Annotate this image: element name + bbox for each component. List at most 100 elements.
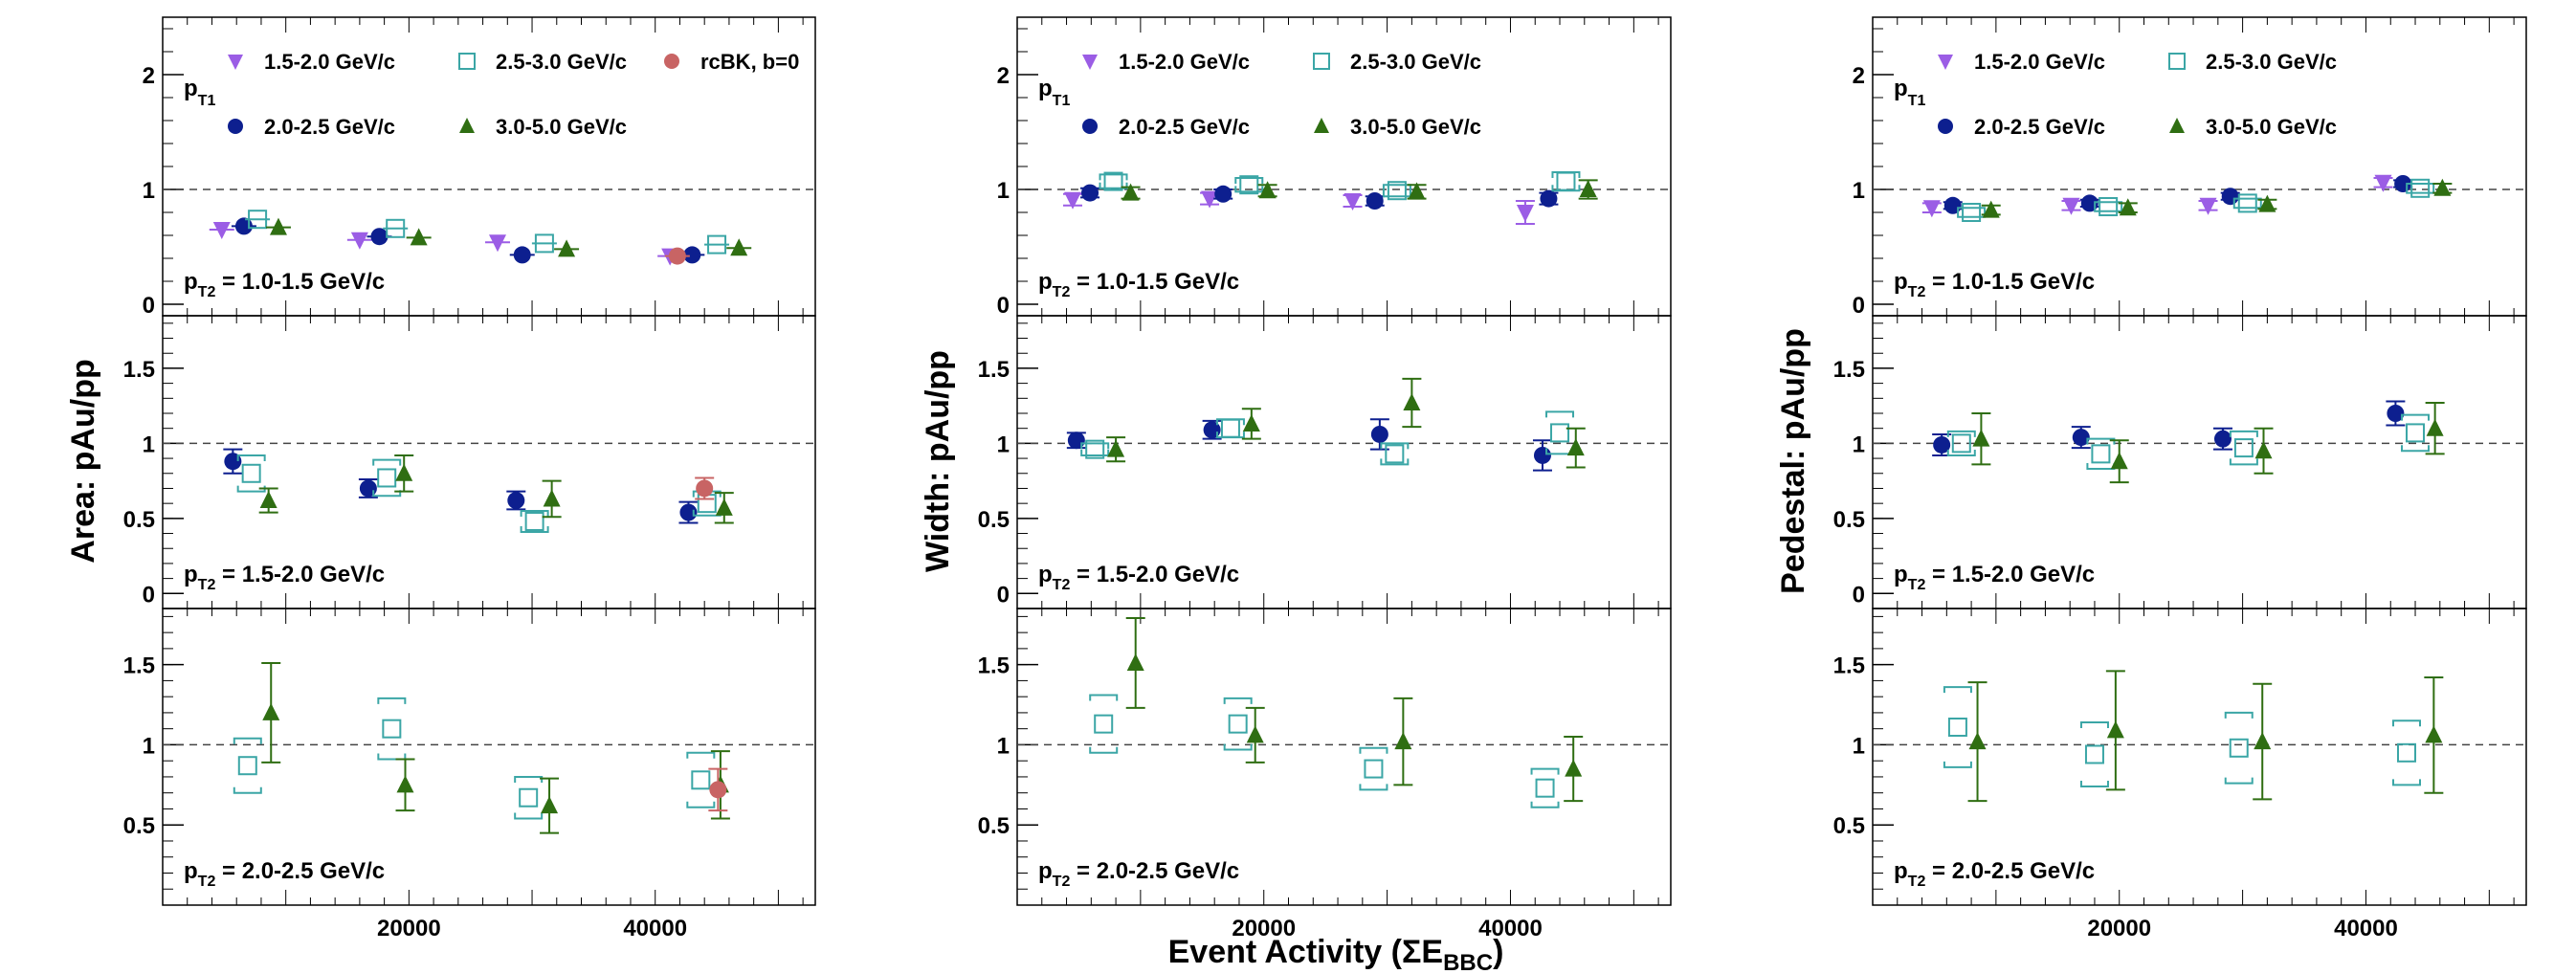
y-tick-label: 2 xyxy=(997,63,1010,89)
pt2-label-value: = 2.0-2.5 GeV/c xyxy=(1925,858,2095,884)
legend-entry-s15: 1.5-2.0 GeV/c xyxy=(228,50,395,74)
pt2-label-p: p xyxy=(1038,858,1053,884)
y-tick-label: 1 xyxy=(1853,178,1865,204)
pt2-label-sub: T2 xyxy=(1053,284,1071,300)
legend-label-s15: 1.5-2.0 GeV/c xyxy=(1974,50,2105,74)
y-tick-label: 1 xyxy=(143,733,155,759)
pt2-label-sub: T2 xyxy=(1908,577,1926,593)
series-s15 xyxy=(1062,190,1535,225)
pt2-label-sub: T2 xyxy=(1908,284,1926,300)
point-s30 xyxy=(543,489,561,507)
pt2-label: pT2 = 2.0-2.5 GeV/c xyxy=(1038,858,1239,890)
point-s20 xyxy=(2072,429,2090,447)
pt2-label: pT2 = 1.0-1.5 GeV/c xyxy=(1038,269,1239,300)
point-s30 xyxy=(269,217,287,235)
panel-frame xyxy=(1016,608,1672,906)
error-bracket xyxy=(2401,413,2431,453)
point-s25 xyxy=(2396,742,2416,763)
point-s25 xyxy=(2233,438,2254,458)
point-s20 xyxy=(679,503,698,521)
point-s30 xyxy=(410,228,428,246)
x-tick-label: 20000 xyxy=(377,916,441,941)
point-s30 xyxy=(1258,181,1277,199)
point-s25 xyxy=(2084,744,2104,764)
error-bracket xyxy=(2392,719,2421,786)
legend-label-s25: 2.5-3.0 GeV/c xyxy=(496,50,627,74)
legend-label-s30: 3.0-5.0 GeV/c xyxy=(1350,115,1481,139)
y-tick-label: 0 xyxy=(997,293,1010,319)
series-s30 xyxy=(1106,377,1586,469)
error-bracket xyxy=(2224,711,2254,785)
pt2-label: pT2 = 1.5-2.0 GeV/c xyxy=(184,562,385,593)
legend-label-s15: 1.5-2.0 GeV/c xyxy=(264,50,395,74)
pt1-label-p: p xyxy=(1894,76,1908,101)
legend-entry-s20: 2.0-2.5 GeV/c xyxy=(228,115,395,139)
x-axis-title: Event Activity (ΣEBBC) xyxy=(1168,934,1504,974)
point-s25 xyxy=(248,210,268,230)
pt2-label-p: p xyxy=(184,562,198,587)
point-s30 xyxy=(2106,720,2124,739)
series-s20 xyxy=(1932,400,2406,456)
point-s25 xyxy=(1385,444,1405,464)
legend-marker-s20 xyxy=(1082,119,1098,134)
point-s20 xyxy=(1214,185,1232,203)
legend-marker-s20 xyxy=(1938,119,1953,134)
legend-label-s25: 2.5-3.0 GeV/c xyxy=(1350,50,1481,74)
y-tick-label: 1.5 xyxy=(1833,357,1865,383)
point-s25 xyxy=(1085,439,1105,459)
series-rcbk xyxy=(708,767,728,812)
pt2-label-value: = 1.0-1.5 GeV/c xyxy=(215,269,385,295)
series-rcbk xyxy=(664,247,690,265)
legend: 1.5-2.0 GeV/c 2.5-3.0 GeV/c 2.0-2.5 GeV/c 3… xyxy=(228,50,799,139)
pt1-label-sub: T1 xyxy=(1053,93,1071,109)
x-tick-label: 40000 xyxy=(623,916,687,941)
point-s20 xyxy=(2221,188,2239,206)
legend-label-s25: 2.5-3.0 GeV/c xyxy=(2206,50,2337,74)
point-s25 xyxy=(1387,181,1407,201)
panel-frame xyxy=(1872,608,2527,906)
point-s30 xyxy=(2433,178,2452,196)
error-bracket xyxy=(2232,197,2262,210)
y-tick-label: 0.5 xyxy=(1833,507,1865,533)
legend-entry-s20: 2.0-2.5 GeV/c xyxy=(1938,115,2105,139)
point-s25 xyxy=(519,787,539,808)
point-s30 xyxy=(1246,725,1264,743)
point-s25 xyxy=(2229,738,2249,758)
pt2-label-value: = 2.0-2.5 GeV/c xyxy=(215,858,385,884)
point-s30 xyxy=(395,463,413,481)
point-s30 xyxy=(2110,452,2128,470)
error-bracket xyxy=(1530,767,1560,808)
y-axis-title: Area: pAu/pp xyxy=(65,359,101,563)
x-tick-label: 20000 xyxy=(2087,916,2151,941)
legend-entry-s30: 3.0-5.0 GeV/c xyxy=(2169,115,2337,139)
pt2-label: pT2 = 1.0-1.5 GeV/c xyxy=(1894,269,2095,300)
point-s25 xyxy=(2099,197,2119,216)
y-tick-label: 0 xyxy=(143,293,155,319)
x-tick-label: 40000 xyxy=(1478,916,1543,941)
point-s25 xyxy=(691,770,711,790)
pt1-label: pT1 xyxy=(184,76,215,109)
series-s25 xyxy=(245,210,730,255)
y-tick-label: 1.5 xyxy=(123,357,155,383)
series-s20 xyxy=(1080,184,1559,210)
y-tick-label: 1 xyxy=(1853,432,1865,457)
error-bracket xyxy=(686,751,716,808)
error-bracket xyxy=(1943,686,1972,768)
series-s25 xyxy=(1080,410,1575,466)
y-tick-label: 0.5 xyxy=(123,507,155,533)
series-s20 xyxy=(1943,175,2413,214)
legend-entry-s25: 2.5-3.0 GeV/c xyxy=(1313,50,1481,74)
series-s25 xyxy=(1957,178,2435,222)
y-axis-title: Width: pAu/pp xyxy=(920,350,956,572)
point-s30 xyxy=(1579,180,1597,197)
x-tick-label: 40000 xyxy=(2334,916,2398,941)
legend-marker-s20 xyxy=(228,119,243,134)
point-s25 xyxy=(1550,423,1570,443)
point-s20 xyxy=(683,246,701,264)
point-s30 xyxy=(1403,393,1421,411)
y-tick-label: 1.5 xyxy=(978,653,1010,679)
point-s20 xyxy=(1933,435,1951,454)
series-rcbk xyxy=(695,476,715,500)
point-s30 xyxy=(730,238,748,256)
